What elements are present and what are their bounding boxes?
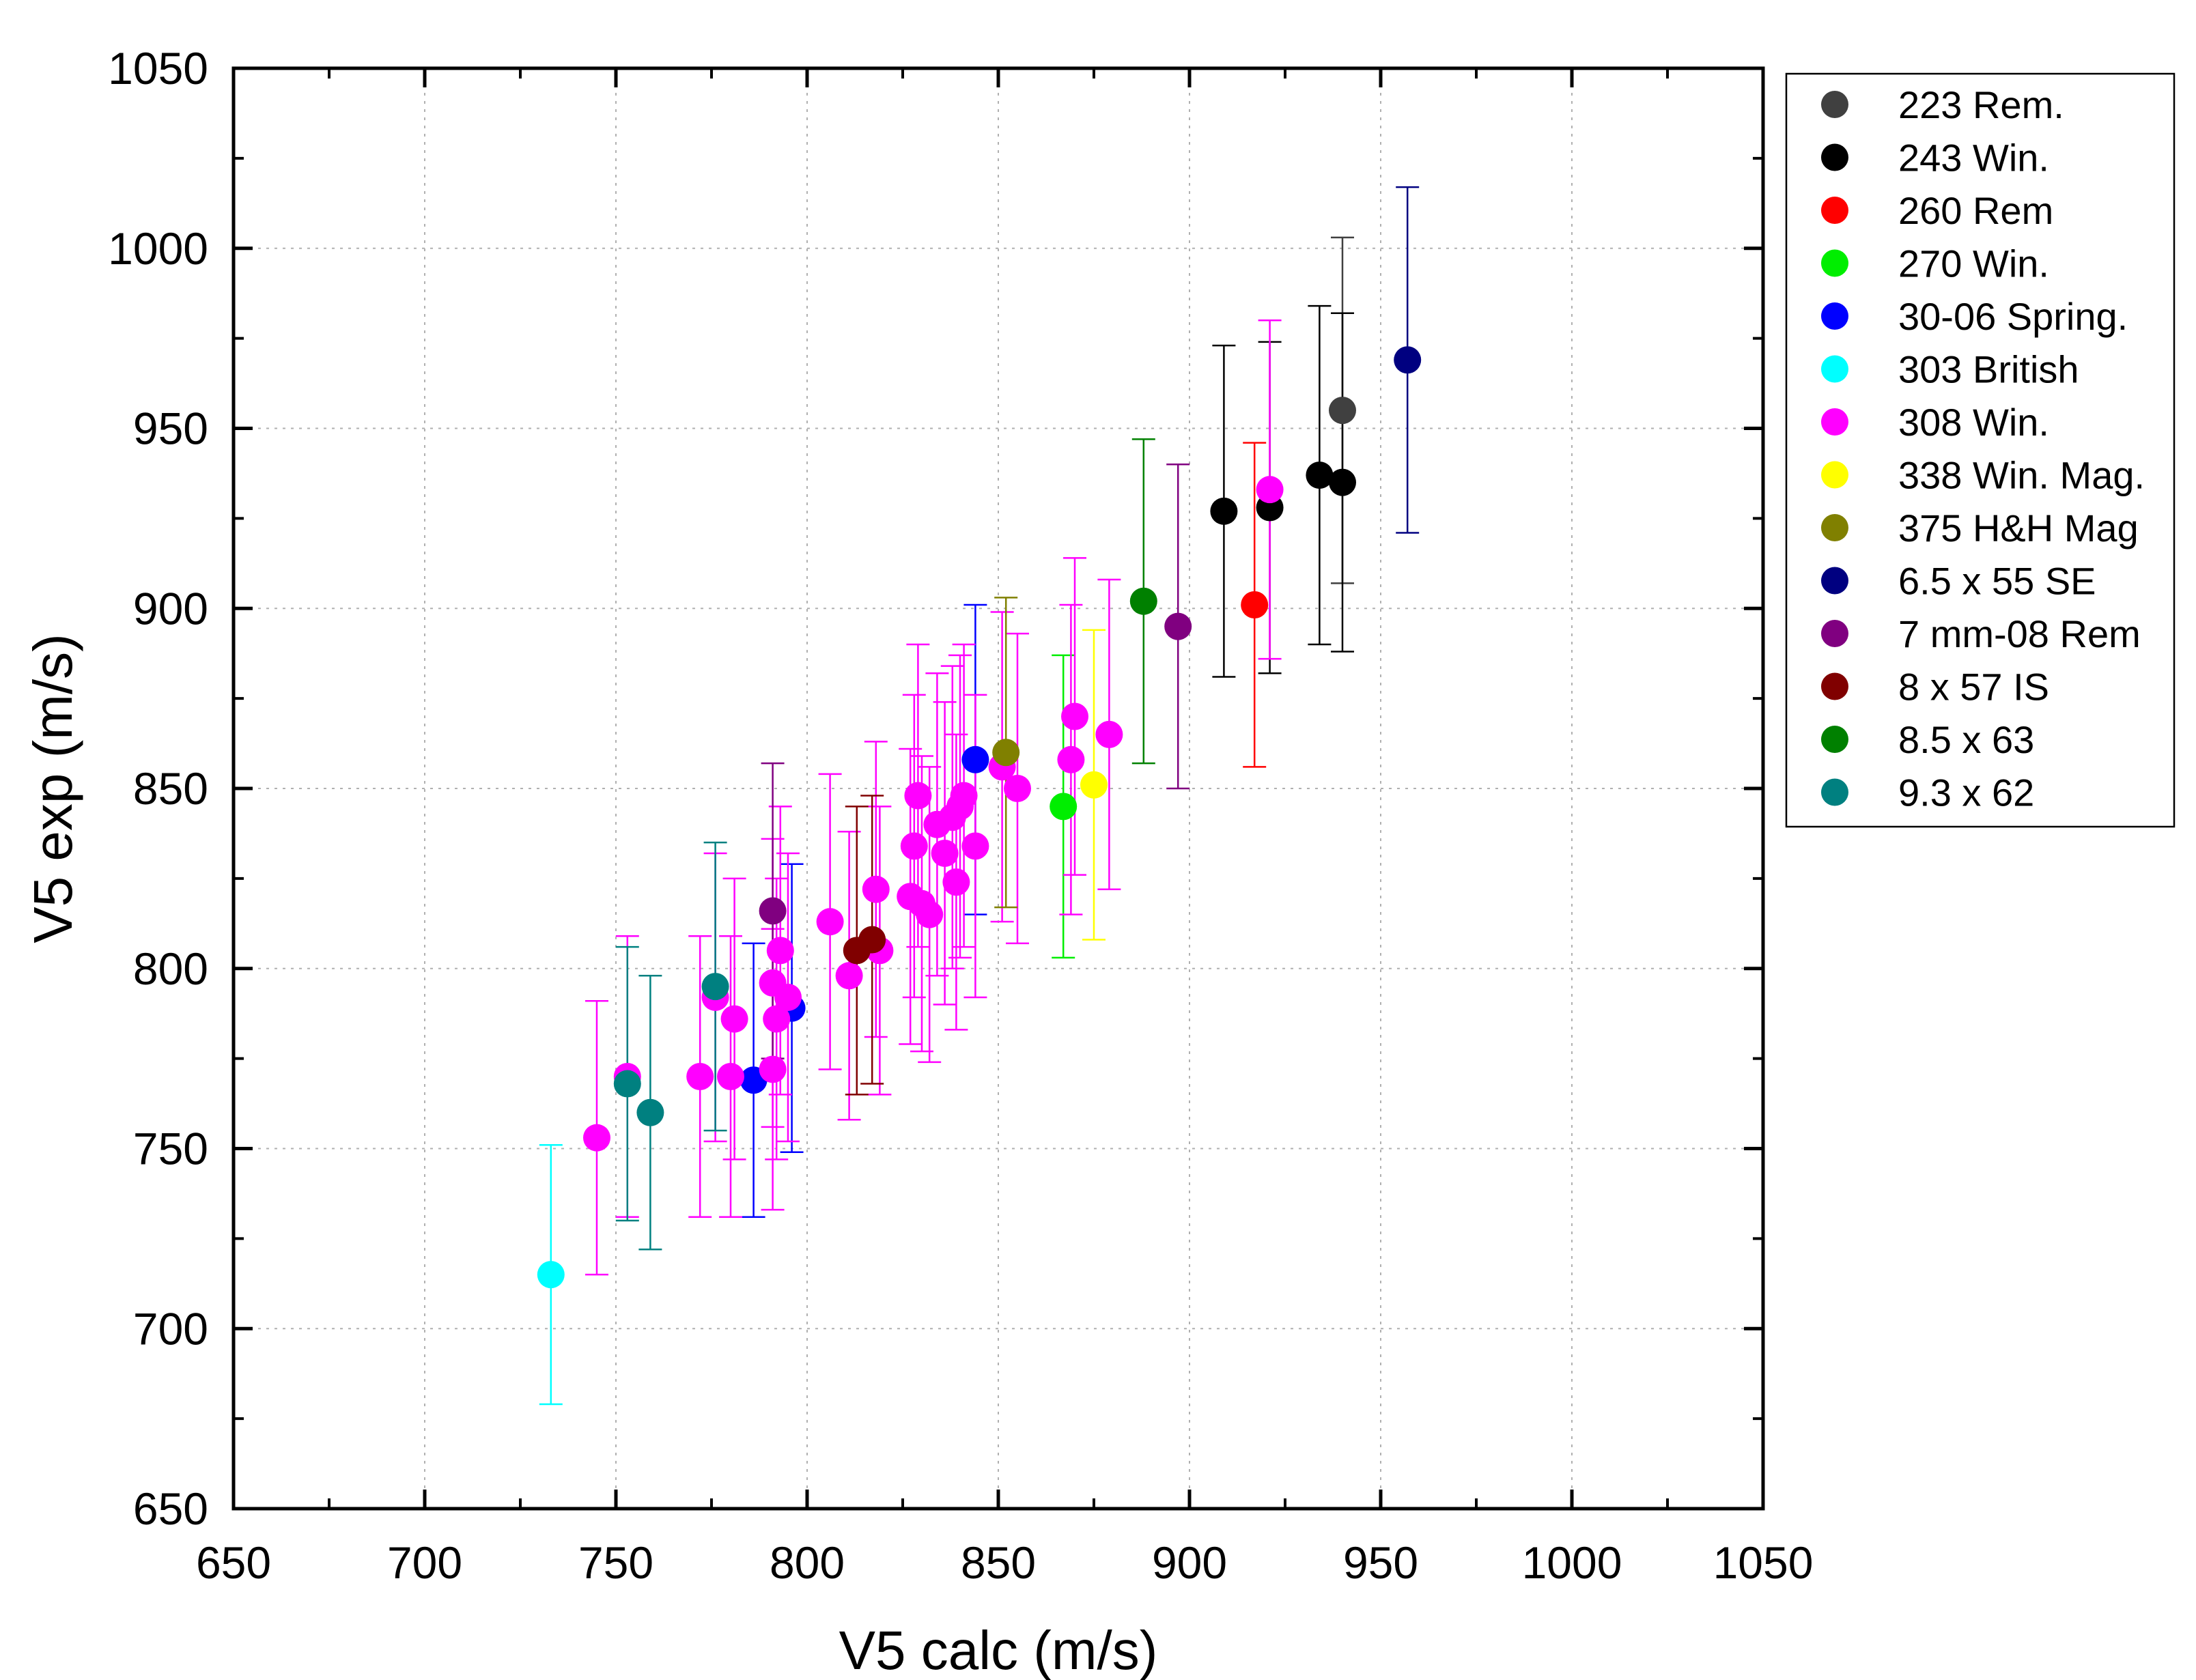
x-tick-label: 650 xyxy=(196,1537,271,1588)
x-tick-label: 1050 xyxy=(1713,1537,1814,1588)
data-point xyxy=(1256,476,1284,504)
y-tick-label: 900 xyxy=(133,583,208,633)
data-point xyxy=(961,745,989,773)
x-tick-label: 700 xyxy=(387,1537,462,1588)
legend-marker xyxy=(1821,143,1848,171)
legend-label: 260 Rem xyxy=(1898,189,2053,232)
legend-label: 7 mm-08 Rem xyxy=(1898,612,2141,655)
legend-marker xyxy=(1821,778,1848,806)
x-tick-label: 800 xyxy=(770,1537,845,1588)
legend-label: 8 x 57 IS xyxy=(1898,666,2049,709)
legend-marker xyxy=(1821,249,1848,277)
legend-marker xyxy=(1821,567,1848,595)
legend-label: 308 Win. xyxy=(1898,401,2049,444)
data-point xyxy=(916,900,944,928)
data-point xyxy=(763,1005,791,1033)
data-point xyxy=(1241,590,1269,618)
legend-marker xyxy=(1821,726,1848,753)
data-point xyxy=(1129,587,1157,615)
x-tick-label: 950 xyxy=(1343,1537,1418,1588)
legend: 223 Rem. 243 Win. 260 Rem 270 Win. 30-06 Spr… xyxy=(1785,72,2176,828)
y-tick-label: 700 xyxy=(133,1303,208,1354)
legend-marker xyxy=(1821,461,1848,489)
data-point xyxy=(931,839,959,867)
data-point xyxy=(961,832,989,860)
legend-marker xyxy=(1821,408,1848,436)
y-tick-label: 850 xyxy=(133,763,208,814)
legend-marker xyxy=(1821,514,1848,541)
x-tick-label: 900 xyxy=(1152,1537,1227,1588)
y-tick-label: 750 xyxy=(133,1124,208,1174)
legend-marker xyxy=(1821,620,1848,647)
data-point xyxy=(835,962,863,990)
x-tick-label: 750 xyxy=(578,1537,653,1588)
legend-label: 303 British xyxy=(1898,348,2079,391)
data-point xyxy=(766,937,794,965)
data-point xyxy=(759,897,787,925)
data-point xyxy=(759,1055,787,1083)
y-tick-label: 1000 xyxy=(108,223,208,274)
data-point xyxy=(1080,771,1108,799)
data-point xyxy=(701,973,729,1001)
data-point xyxy=(774,983,802,1011)
legend-label: 243 Win. xyxy=(1898,137,2049,180)
legend-label: 375 H&H Mag xyxy=(1898,507,2139,550)
data-series xyxy=(537,186,1422,1406)
y-tick-label: 650 xyxy=(133,1483,208,1534)
x-axis-title: V5 calc (m/s) xyxy=(839,1620,1158,1680)
x-tick-label: 1000 xyxy=(1522,1537,1622,1588)
data-point xyxy=(942,868,970,896)
data-point xyxy=(1050,793,1078,821)
grid-lines xyxy=(234,68,1763,1509)
data-point xyxy=(636,1098,664,1126)
data-point xyxy=(1164,612,1192,640)
data-point xyxy=(720,1005,748,1033)
x-tick-label: 850 xyxy=(961,1537,1036,1588)
legend-box xyxy=(1785,72,2176,828)
data-point xyxy=(613,1070,641,1098)
data-point xyxy=(1329,397,1356,425)
legend-label: 6.5 x 55 SE xyxy=(1898,560,2096,603)
axis-ticks: 650 700 750 800 850 900 950 1000 1050 650 700 750 80… xyxy=(108,43,1813,1588)
y-tick-label: 950 xyxy=(133,403,208,454)
data-point xyxy=(900,832,928,860)
data-point xyxy=(1210,497,1238,525)
legend-label: 9.3 x 62 xyxy=(1898,771,2034,814)
legend-marker xyxy=(1821,91,1848,118)
data-point xyxy=(537,1261,565,1289)
data-point xyxy=(862,875,890,903)
legend-label: 30-06 Spring. xyxy=(1898,295,2128,338)
data-point xyxy=(1394,346,1422,374)
y-tick-label: 800 xyxy=(133,943,208,994)
legend-label: 8.5 x 63 xyxy=(1898,718,2034,761)
data-point xyxy=(686,1063,714,1090)
data-point xyxy=(1061,702,1088,730)
legend-label: 338 Win. Mag. xyxy=(1898,454,2145,497)
data-point xyxy=(992,739,1020,767)
data-point xyxy=(1057,745,1085,773)
data-point xyxy=(1306,461,1334,489)
legend-marker xyxy=(1821,355,1848,383)
y-tick-label: 1050 xyxy=(108,43,208,94)
legend-marker xyxy=(1821,197,1848,224)
data-point xyxy=(858,926,886,954)
legend-marker xyxy=(1821,302,1848,330)
data-point xyxy=(717,1063,744,1090)
data-point xyxy=(816,908,844,936)
legend-label: 270 Win. xyxy=(1898,242,2049,285)
legend-label: 223 Rem. xyxy=(1898,83,2064,126)
y-axis-title: V5 exp (m/s) xyxy=(23,633,83,943)
data-point xyxy=(583,1124,610,1152)
data-point xyxy=(950,782,978,810)
data-point xyxy=(1329,468,1356,496)
data-point xyxy=(1004,775,1031,802)
data-point xyxy=(904,782,932,810)
data-point xyxy=(1095,720,1123,748)
legend-marker xyxy=(1821,672,1848,700)
